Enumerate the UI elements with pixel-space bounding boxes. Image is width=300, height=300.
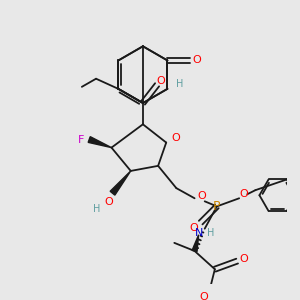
Text: F: F [78,134,84,145]
Polygon shape [192,235,199,252]
Text: O: O [197,191,206,201]
Text: O: O [104,197,113,207]
Text: N: N [194,228,203,238]
Polygon shape [110,171,131,195]
Text: H: H [93,204,100,214]
Polygon shape [88,137,112,148]
Text: O: O [193,56,201,65]
Text: O: O [240,189,249,199]
Text: P: P [213,200,220,213]
Text: O: O [240,254,249,264]
Text: O: O [199,292,208,300]
Text: O: O [189,223,198,233]
Text: H: H [176,79,183,89]
Text: O: O [171,134,180,143]
Text: O: O [157,76,166,86]
Text: H: H [207,228,214,238]
